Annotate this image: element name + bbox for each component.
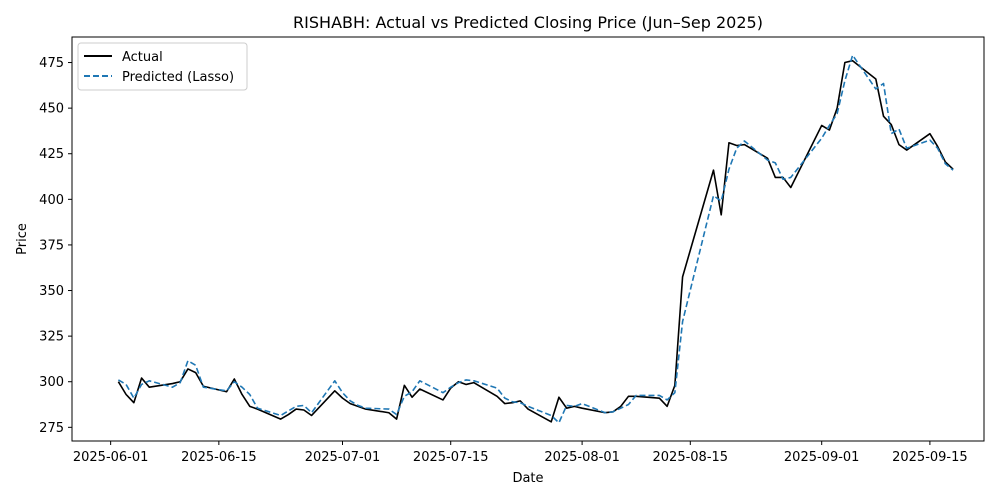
y-tick-label: 375 <box>39 238 64 253</box>
y-tick-label: 450 <box>39 102 64 117</box>
plot-frame <box>71 36 985 442</box>
x-tick-label: 2025-07-15 <box>413 450 489 465</box>
x-tick-label: 2025-09-01 <box>784 450 860 465</box>
y-axis-label: Price <box>15 223 30 255</box>
y-tick-label: 325 <box>39 330 64 345</box>
legend-label-predicted: Predicted (Lasso) <box>122 70 234 85</box>
x-axis-label: Date <box>512 471 543 486</box>
x-tick-label: 2025-09-15 <box>892 450 968 465</box>
y-tick-label: 400 <box>39 193 64 208</box>
y-tick-label: 275 <box>39 421 64 436</box>
x-tick-label: 2025-06-15 <box>181 450 257 465</box>
x-tick-label: 2025-08-15 <box>653 450 729 465</box>
legend-box <box>77 42 248 91</box>
x-tick-label: 2025-07-01 <box>305 450 381 465</box>
x-tick-label: 2025-08-01 <box>544 450 620 465</box>
series-line-actual <box>117 59 954 423</box>
series-layer <box>117 54 954 424</box>
y-axis: 275 300 325 350 375 400 425 450 475 <box>39 56 72 436</box>
legend-label-actual: Actual <box>122 50 163 65</box>
y-tick-label: 300 <box>39 375 64 390</box>
chart-title: RISHABH: Actual vs Predicted Closing Pri… <box>293 13 763 32</box>
x-axis: 2025-06-01 2025-06-15 2025-07-01 2025-07-15… <box>73 441 968 465</box>
series-line-predicted <box>117 54 954 424</box>
y-tick-label: 350 <box>39 284 64 299</box>
y-tick-label: 475 <box>39 56 64 71</box>
x-tick-label: 2025-06-01 <box>73 450 149 465</box>
y-tick-label: 425 <box>39 147 64 162</box>
legend: Actual Predicted (Lasso) <box>77 42 248 91</box>
